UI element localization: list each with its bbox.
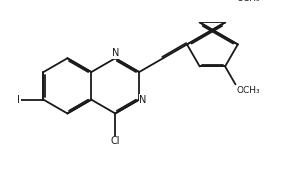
Text: OCH₃: OCH₃ (236, 85, 260, 95)
Text: OCH₃: OCH₃ (236, 0, 260, 3)
Text: N: N (139, 95, 146, 105)
Text: N: N (111, 48, 119, 58)
Text: Cl: Cl (111, 136, 120, 146)
Text: I: I (17, 95, 20, 105)
